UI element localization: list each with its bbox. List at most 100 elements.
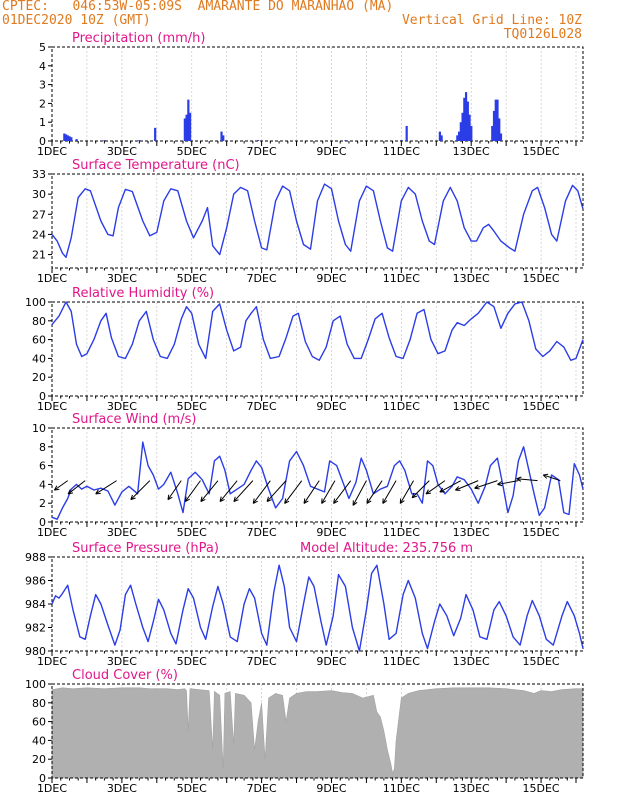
precip-bar <box>75 139 78 141</box>
x-tick-label: 9DEC <box>316 655 346 668</box>
x-tick-label: 1DEC <box>37 526 67 539</box>
x-tick-label: 9DEC <box>316 272 346 285</box>
precip-bar <box>405 125 408 141</box>
y-tick-label: 30 <box>32 188 46 201</box>
x-tick-label: 3DEC <box>107 272 137 285</box>
y-tick-label: 2 <box>39 97 46 110</box>
x-tick-label: 7DEC <box>247 782 277 795</box>
pressure-line <box>51 564 584 652</box>
y-tick-label: 1 <box>39 116 46 129</box>
y-tick-label: 980 <box>25 645 46 658</box>
precip-bar <box>494 99 497 141</box>
x-tick-label: 13DEC <box>453 782 490 795</box>
wind-arrow <box>474 480 498 489</box>
y-tick-label: 8 <box>39 441 46 454</box>
y-tick-label: 5 <box>39 41 46 54</box>
wind-arrow <box>284 480 303 504</box>
wind-arrow-head <box>200 496 206 502</box>
precip-bar <box>103 140 106 141</box>
x-tick-label: 3DEC <box>107 145 137 158</box>
x-tick-label: 9DEC <box>316 400 346 413</box>
wind-arrow-head <box>219 496 225 502</box>
precip-bar <box>70 137 73 141</box>
x-tick-label: 11DEC <box>383 526 420 539</box>
x-tick-label: 5DEC <box>177 272 207 285</box>
wind-arrow <box>67 480 86 495</box>
x-tick-label: 11DEC <box>383 655 420 668</box>
precip-bar <box>400 140 403 141</box>
y-tick-label: 24 <box>32 228 46 241</box>
wind-arrow <box>382 480 397 504</box>
wind-arrow <box>333 480 352 504</box>
precip-bar <box>63 133 66 141</box>
cloud-cover-area <box>51 687 584 779</box>
panel-frame <box>51 46 584 142</box>
wind-arrow <box>439 480 461 493</box>
y-tick-label: 27 <box>32 208 46 221</box>
x-tick-label: 11DEC <box>383 400 420 413</box>
wind-arrow <box>425 480 446 495</box>
wind-arrow-head <box>130 494 136 501</box>
y-tick-label: 80 <box>32 315 46 328</box>
y-tick-label: 988 <box>25 551 46 564</box>
x-tick-label: 15DEC <box>523 655 560 668</box>
x-tick-label: 5DEC <box>177 400 207 413</box>
wind-arrow-head <box>366 498 372 504</box>
wind-arrow-head <box>266 496 272 503</box>
x-tick-label: 3DEC <box>107 655 137 668</box>
x-tick-label: 13DEC <box>453 655 490 668</box>
wind-arrow-head <box>411 492 418 499</box>
precip-bar <box>222 135 225 141</box>
panel-frame <box>51 683 584 779</box>
y-tick-label: 40 <box>32 734 46 747</box>
precip-bar <box>470 125 473 141</box>
wind-arrow-head <box>233 496 239 503</box>
wind-arrow <box>366 480 383 504</box>
wind-arrow <box>321 480 336 504</box>
precip-bar <box>496 99 499 141</box>
wind-arrow-head <box>399 498 405 504</box>
x-tick-label: 3DEC <box>107 526 137 539</box>
x-tick-label: 15DEC <box>523 400 560 413</box>
wind-arrow <box>167 480 182 500</box>
precip-bar <box>257 140 260 141</box>
x-tick-label: 5DEC <box>177 526 207 539</box>
x-tick-label: 15DEC <box>523 272 560 285</box>
y-tick-label: 60 <box>32 334 46 347</box>
wind-arrow-head <box>516 476 522 482</box>
wind-arrow-head <box>95 489 101 495</box>
precip-bar <box>498 118 501 141</box>
wind-arrow <box>543 474 561 482</box>
precip-bar <box>491 125 494 141</box>
precip-bar <box>468 114 471 141</box>
wind-arrow <box>411 480 430 499</box>
x-tick-label: 7DEC <box>247 400 277 413</box>
y-tick-label: 20 <box>32 371 46 384</box>
x-tick-label: 15DEC <box>523 526 560 539</box>
x-tick-label: 9DEC <box>316 145 346 158</box>
x-tick-label: 5DEC <box>177 145 207 158</box>
y-tick-label: 2 <box>39 497 46 510</box>
model-code-label: TQ0126L028 <box>503 27 582 42</box>
x-tick-label: 1DEC <box>37 655 67 668</box>
x-tick-label: 7DEC <box>247 526 277 539</box>
precip-bar <box>466 101 469 141</box>
x-tick-label: 1DEC <box>37 272 67 285</box>
y-tick-label: 0 <box>39 516 46 529</box>
humidity-title: Relative Humidity (%) <box>72 286 214 301</box>
wind-arrow-head <box>167 494 173 501</box>
cloud-title: Cloud Cover (%) <box>72 668 178 683</box>
wind-arrow-head <box>474 484 480 490</box>
x-tick-label: 1DEC <box>37 145 67 158</box>
precip-bar <box>187 99 190 141</box>
y-tick-label: 100 <box>25 678 46 691</box>
precip-bar <box>464 92 468 141</box>
x-tick-label: 1DEC <box>37 782 67 795</box>
y-tick-label: 0 <box>39 135 46 148</box>
wind-arrow <box>184 480 201 502</box>
panel-frame <box>51 173 584 269</box>
y-tick-label: 60 <box>32 716 46 729</box>
model-altitude-label: Model Altitude: 235.756 m <box>300 541 473 556</box>
grid-note-label: Vertical Grid Line: 10Z <box>401 13 582 28</box>
